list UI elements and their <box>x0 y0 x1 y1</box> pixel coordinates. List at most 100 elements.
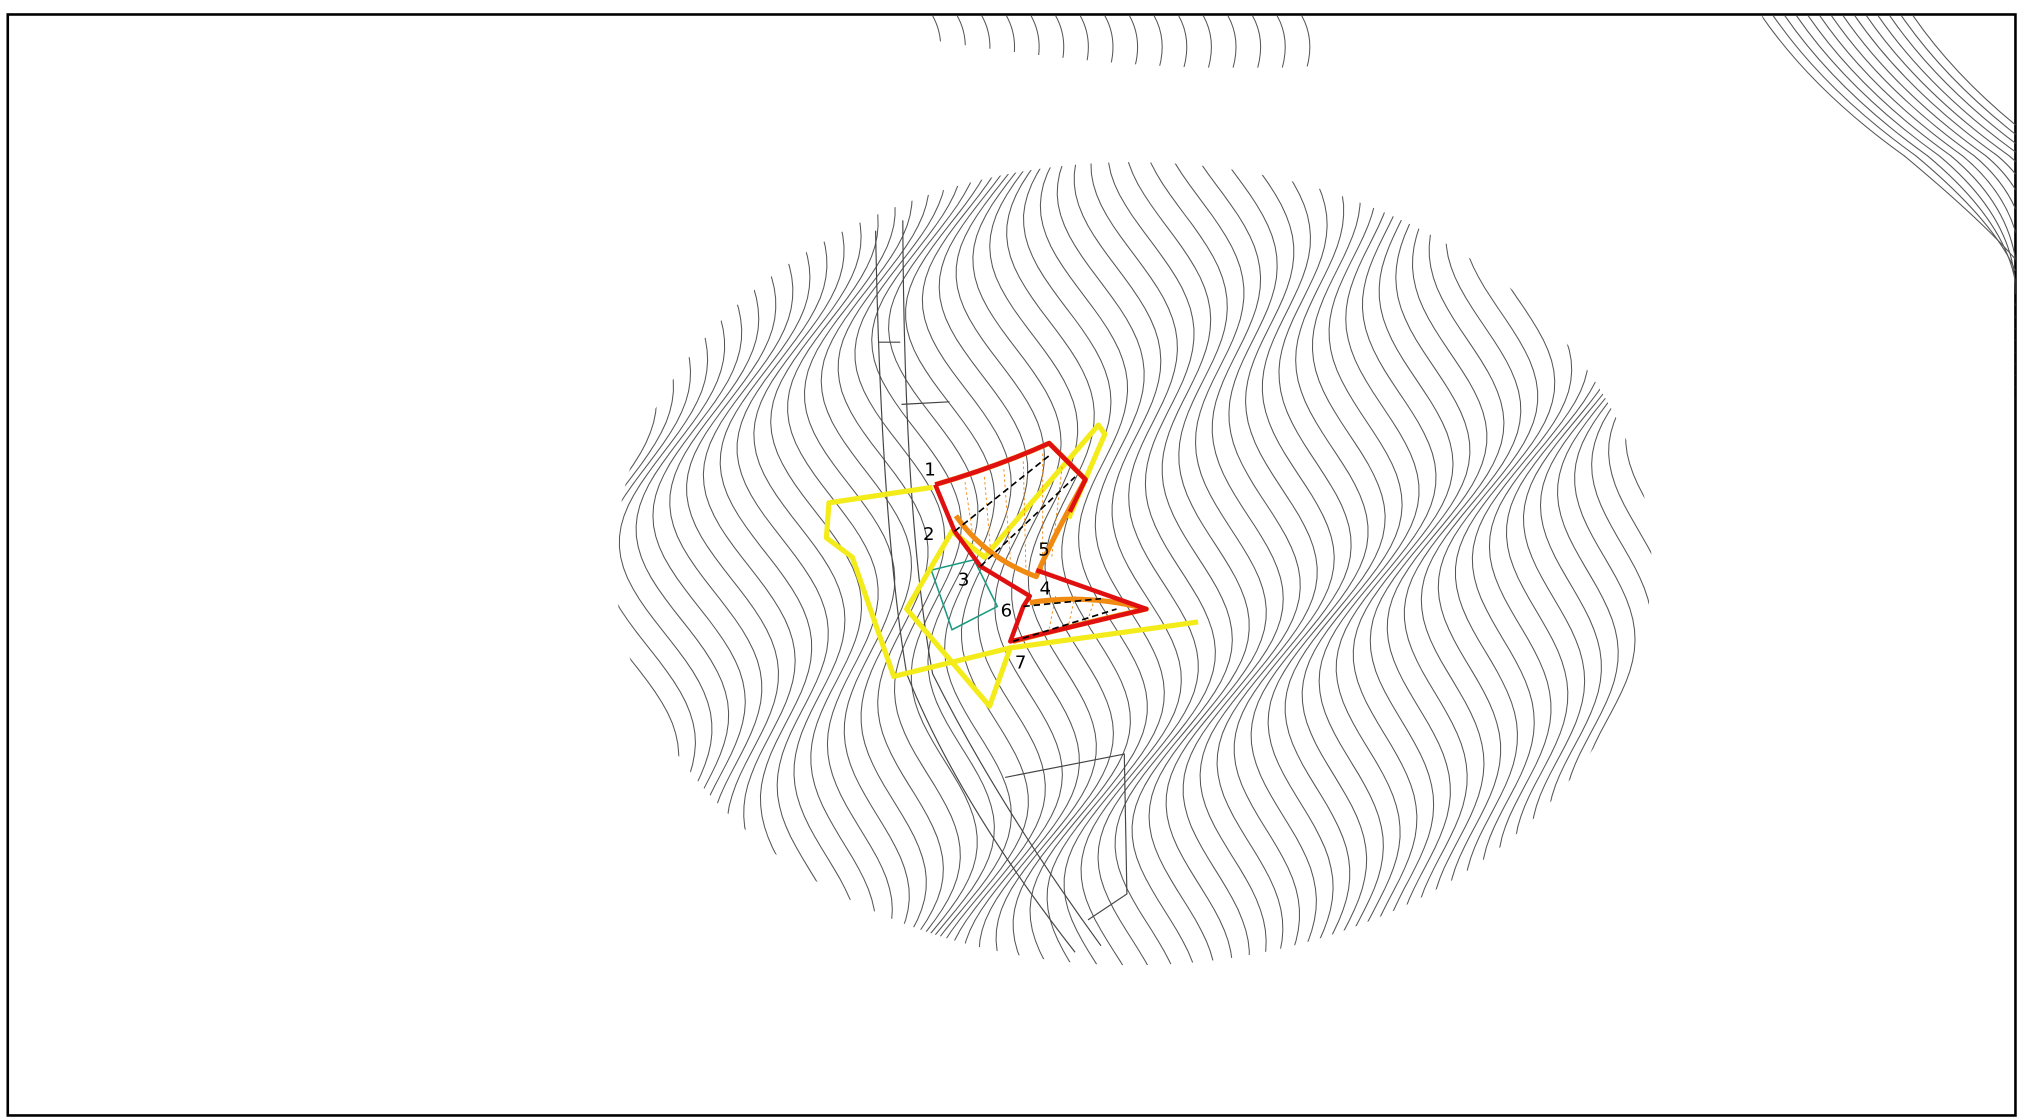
contour-line <box>1073 162 1182 966</box>
point-label: 3 <box>958 570 970 591</box>
contour-line <box>1005 15 1016 68</box>
contour-line <box>1877 15 2016 377</box>
contour-line <box>1842 15 2016 342</box>
contour-line <box>1039 162 1148 966</box>
contour-line <box>956 15 966 68</box>
contour-group <box>1761 15 2016 402</box>
contour-line <box>1143 162 1250 966</box>
contour-line <box>1772 15 2016 272</box>
point-label: 5 <box>1038 540 1050 561</box>
contour-line <box>1471 162 1573 966</box>
contour-line <box>820 162 927 966</box>
contour-line <box>1202 15 1212 68</box>
contour-line <box>1276 15 1286 68</box>
slope-areas <box>933 440 1149 644</box>
contour-line <box>1784 15 2016 283</box>
contours <box>615 15 2016 966</box>
contour-line <box>1591 162 1652 966</box>
contour-line <box>989 162 1097 966</box>
contour-line <box>1301 15 1311 68</box>
contour-line <box>1199 162 1301 966</box>
contour-line <box>1250 162 1352 966</box>
contour-line <box>981 15 991 68</box>
contour-line <box>1090 162 1199 966</box>
contour-line <box>1352 162 1454 966</box>
contour-line <box>938 162 1046 966</box>
building <box>930 558 999 631</box>
contour-line <box>1488 162 1590 966</box>
contour-line <box>1079 15 1089 68</box>
contour-line <box>1301 162 1403 966</box>
contour-line <box>1912 15 2016 402</box>
contour-line <box>1107 162 1216 966</box>
contour-line <box>615 162 680 966</box>
contour-line <box>1023 162 1131 966</box>
contour-line <box>1369 162 1471 966</box>
contour-line <box>669 162 771 966</box>
contour-line <box>1889 15 2016 388</box>
contour-line <box>1819 15 2016 318</box>
point-label: 7 <box>1015 652 1027 673</box>
contour-line <box>1437 162 1539 966</box>
contour-line <box>1796 15 2016 295</box>
point-label: 6 <box>1001 601 1013 622</box>
contour-line <box>1335 162 1437 966</box>
contour-line <box>686 162 791 966</box>
roads <box>875 220 1128 953</box>
contour-line <box>932 15 942 68</box>
contour-line <box>1124 162 1233 966</box>
contour-line <box>1854 15 2016 353</box>
contour-line <box>615 162 647 966</box>
contour-line <box>1267 162 1369 966</box>
contour-line <box>1901 15 2016 400</box>
contour-line <box>1233 162 1335 966</box>
contour-line <box>1153 15 1163 68</box>
contour-line <box>1574 162 1652 966</box>
contour-line <box>753 162 859 966</box>
contour-line <box>618 162 713 966</box>
contour-line <box>615 162 663 966</box>
contour-line <box>1386 162 1488 966</box>
contour-line <box>1625 162 1652 966</box>
contour-line <box>770 162 876 966</box>
contour-line <box>1761 15 2016 260</box>
contour-line <box>854 162 961 966</box>
contour-line <box>1030 15 1040 68</box>
point-label: 4 <box>1040 579 1052 600</box>
contour-line <box>1216 162 1318 966</box>
contour-line <box>615 162 696 966</box>
contour-line <box>1454 162 1556 966</box>
contour-line <box>972 162 1080 966</box>
contour-line <box>1420 162 1522 966</box>
contour-line <box>1506 162 1607 966</box>
point-label: 1 <box>924 459 936 480</box>
contour-line <box>652 162 750 966</box>
frame <box>6 13 2017 1117</box>
survey-boundary <box>823 422 1199 709</box>
point-label: 2 <box>923 524 935 545</box>
contour-line <box>787 162 893 966</box>
contour-line <box>1539 162 1640 966</box>
contour-line <box>803 162 910 966</box>
contour-line <box>719 162 825 966</box>
contour-line <box>1178 15 1188 68</box>
contour-line <box>1831 15 2016 330</box>
contour-line <box>1318 162 1420 966</box>
contour-line <box>1807 15 2016 306</box>
contour-line <box>1182 162 1284 966</box>
point-labels: 1 2 3 4 5 6 7 <box>923 459 1051 673</box>
contour-group <box>932 15 1311 68</box>
contour-line <box>871 162 978 966</box>
contour-line <box>1129 15 1139 68</box>
contour-line <box>1608 162 1652 966</box>
contour-line <box>1403 162 1505 966</box>
contour-line <box>1104 15 1114 68</box>
contour-line <box>1252 15 1262 68</box>
contour-line <box>1056 162 1165 966</box>
contour-line <box>1866 15 2016 365</box>
contour-line <box>1055 15 1065 68</box>
contour-line <box>736 162 842 966</box>
contour-group <box>615 162 1652 966</box>
contour-line <box>837 162 944 966</box>
